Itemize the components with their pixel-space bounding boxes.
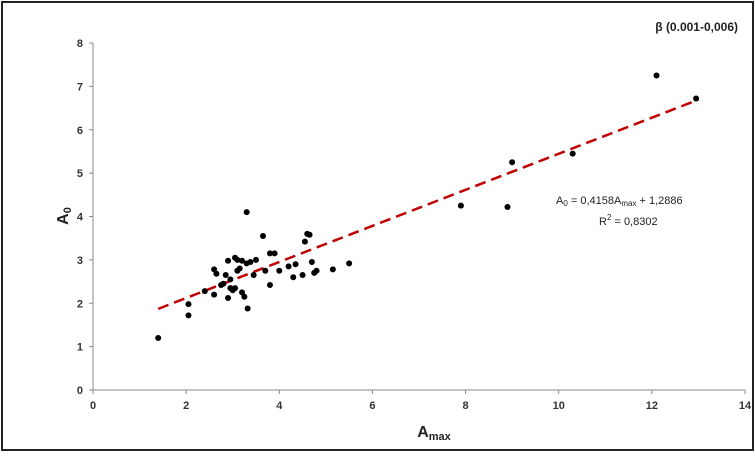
data-point — [292, 261, 299, 268]
data-point — [313, 267, 320, 274]
x-tick-label: 2 — [183, 400, 189, 412]
data-point — [290, 274, 297, 281]
data-point — [213, 270, 220, 277]
data-point — [308, 259, 315, 266]
data-point — [253, 256, 259, 263]
data-point — [236, 265, 243, 272]
r-squared: R2 = 0,8302 — [599, 213, 658, 228]
y-axis-title-main: A — [55, 213, 72, 225]
data-point — [234, 256, 241, 263]
data-point — [509, 159, 516, 166]
x-axis-title-main: A — [417, 424, 429, 441]
x-tick-label: 8 — [463, 400, 469, 412]
data-point — [211, 291, 218, 298]
chart-subtitle: β (0.001-0,006) — [655, 20, 738, 34]
equation-lhs-sub: 0 — [563, 199, 568, 208]
data-point — [225, 295, 232, 302]
equation-rhs: + 1,2886 — [636, 195, 682, 207]
y-axis-title: A0 — [55, 207, 74, 225]
data-point — [201, 288, 208, 295]
data-point — [301, 238, 308, 245]
data-point — [457, 202, 464, 209]
x-tick-label: 4 — [276, 400, 283, 412]
x-axis-title: Amax — [417, 424, 451, 443]
data-point — [271, 250, 278, 257]
data-point — [185, 301, 192, 308]
data-point — [222, 272, 229, 279]
r-squared-value: = 0,8302 — [611, 216, 657, 228]
y-tick-label: 5 — [77, 168, 83, 180]
y-tick-label: 0 — [77, 385, 83, 397]
data-point — [569, 150, 576, 157]
data-point — [266, 282, 273, 289]
x-tick-label: 12 — [646, 400, 658, 412]
data-point — [329, 266, 336, 273]
data-point — [504, 203, 511, 210]
data-point — [244, 305, 251, 312]
data-point — [247, 259, 254, 266]
data-point — [225, 257, 232, 264]
data-point — [259, 233, 266, 240]
y-tick-label: 4 — [77, 212, 84, 224]
y-axis-title-sub: 0 — [62, 207, 74, 213]
data-point — [262, 267, 269, 274]
data-point — [299, 272, 306, 279]
data-point — [241, 293, 248, 300]
y-tick-label: 8 — [77, 38, 83, 50]
data-point — [155, 334, 162, 341]
equation-lhs: A — [556, 195, 564, 207]
data-point — [250, 272, 257, 279]
data-point — [185, 312, 192, 319]
data-point — [693, 95, 700, 102]
y-tick-label: 2 — [77, 298, 83, 310]
data-point — [232, 285, 239, 292]
data-point — [346, 260, 353, 267]
data-point — [276, 267, 283, 274]
x-tick-label: 6 — [369, 400, 375, 412]
x-tick-label: 10 — [553, 400, 565, 412]
y-tick-label: 7 — [77, 81, 83, 93]
x-tick-label: 14 — [739, 400, 752, 412]
equation-mid: = 0,4158A — [568, 195, 622, 207]
data-point — [306, 231, 313, 238]
y-tick-label: 3 — [77, 255, 83, 267]
data-point — [239, 257, 246, 264]
data-point — [220, 280, 227, 287]
x-tick-label: 0 — [90, 400, 96, 412]
r-squared-main: R — [599, 216, 607, 228]
data-point — [243, 209, 250, 216]
data-point — [653, 72, 660, 79]
equation-mid-sub: max — [621, 199, 636, 208]
data-point — [266, 250, 273, 257]
x-axis-title-sub: max — [429, 431, 452, 443]
trendline-equation: A0 = 0,4158Amax + 1,2886 — [556, 195, 683, 208]
trendline — [157, 98, 699, 311]
y-tick-label: 6 — [77, 125, 83, 137]
r-squared-sup: 2 — [607, 213, 612, 222]
data-point — [227, 276, 234, 283]
data-point — [285, 263, 292, 270]
y-tick-label: 1 — [77, 342, 83, 354]
